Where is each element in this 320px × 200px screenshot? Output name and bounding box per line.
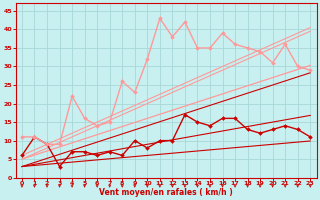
X-axis label: Vent moyen/en rafales ( km/h ): Vent moyen/en rafales ( km/h ) <box>99 188 233 197</box>
